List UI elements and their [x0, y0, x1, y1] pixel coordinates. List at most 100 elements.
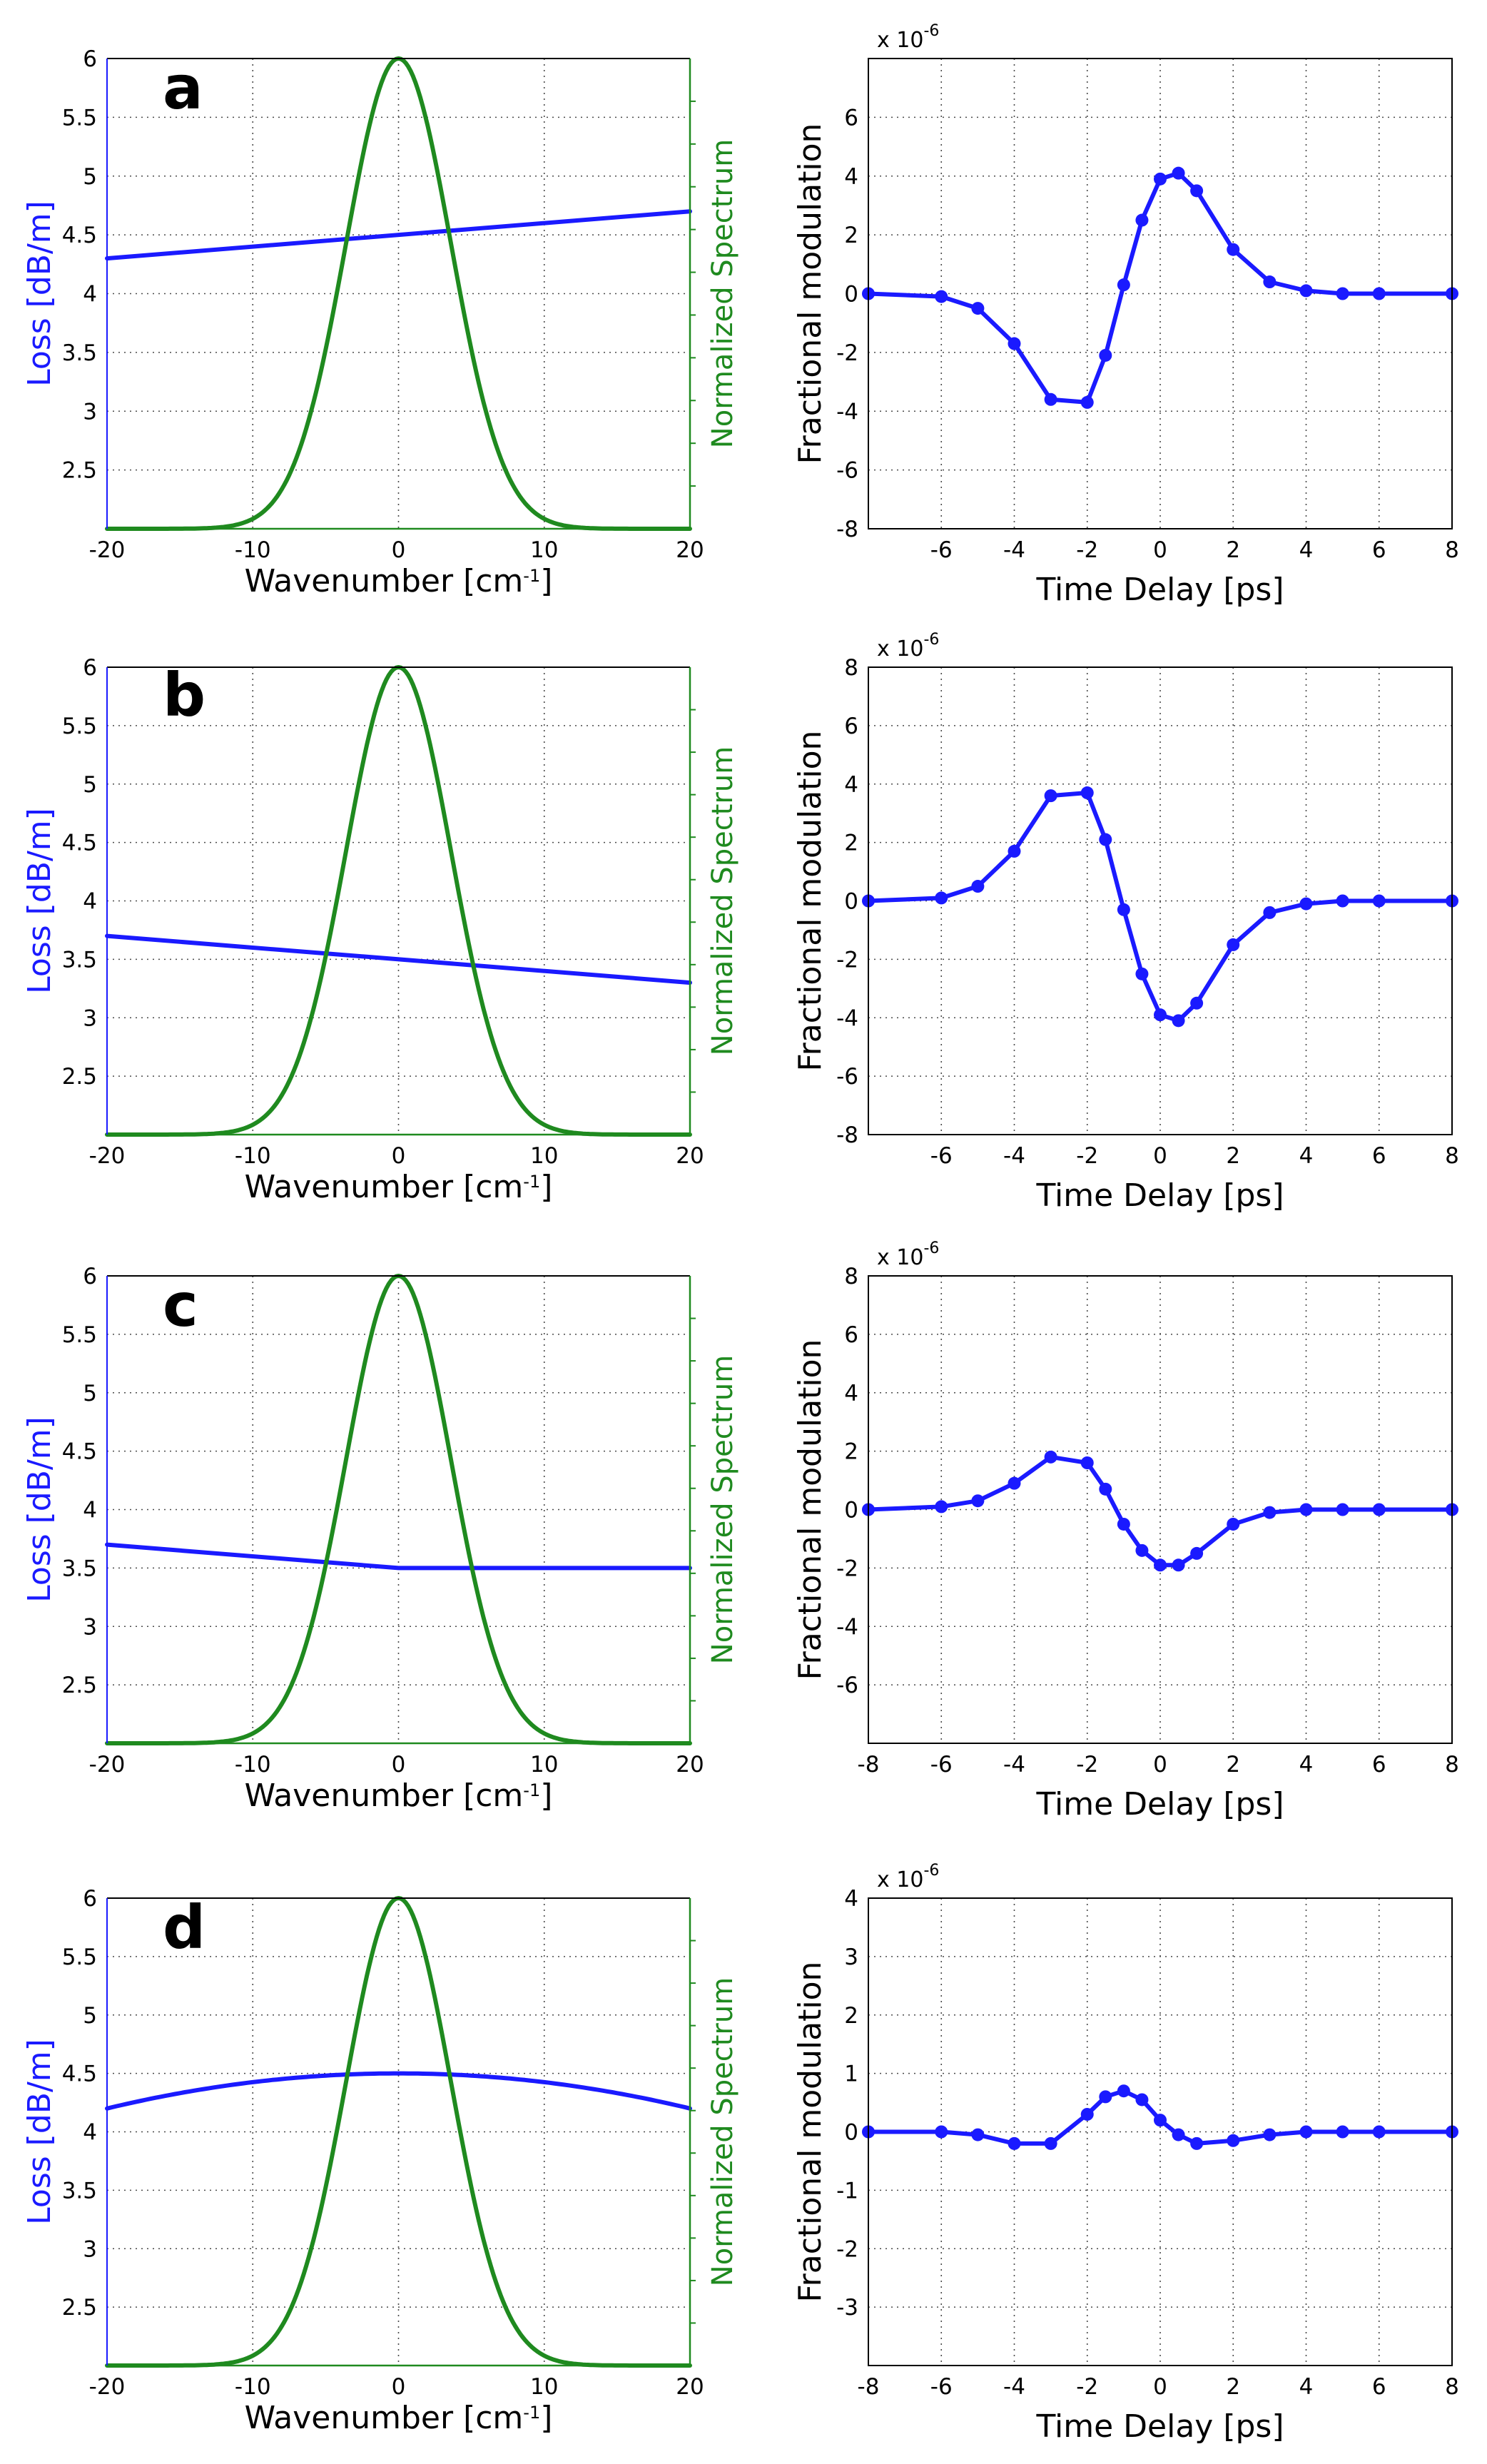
x-tick-label: 4: [1299, 1752, 1314, 1778]
data-point: [971, 880, 985, 893]
data-point: [1099, 1482, 1112, 1496]
y-tick-label: -2: [836, 1556, 858, 1581]
y-tick-label: 4: [83, 282, 97, 308]
y-axis-label: Fractional modulation: [792, 731, 828, 1072]
data-point: [1299, 2125, 1313, 2139]
data-point: [1172, 166, 1185, 180]
data-point: [1154, 172, 1167, 186]
y-tick-label: 4: [83, 1498, 97, 1523]
y2-axis-label: Normalized Spectrum: [706, 139, 739, 448]
y-tick-label: 0: [844, 1498, 858, 1523]
y-tick-label: 1: [844, 2062, 858, 2087]
x-tick-label: 0: [392, 537, 406, 563]
y-tick-label: 2: [844, 223, 858, 248]
x-tick-label: 20: [676, 1143, 704, 1169]
y-tick-label: 5.5: [62, 1322, 97, 1348]
x-tick-label: 2: [1226, 1752, 1240, 1778]
y-tick-label: 3: [83, 399, 97, 425]
chart-panel-d-spectrum: -20 -10 0 10 20 2.5 3 3.5 4 4.5 5 5.5 6 Wavenumber [c…: [21, 1886, 739, 2436]
data-point: [935, 290, 948, 303]
data-point: [1008, 844, 1021, 858]
exponent-label: x 10-6: [877, 1239, 939, 1270]
series-line-loss: [105, 1542, 692, 1571]
x-tick-label: 4: [1299, 537, 1314, 563]
x-axis-label: Time Delay [ps]: [1035, 2408, 1284, 2445]
x-tick-label: -2: [1076, 537, 1098, 563]
exponent-label: x 10-6: [877, 1862, 939, 1892]
y-tick-label: -2: [836, 947, 858, 973]
chart-panel-c-modulation: -8 -6 -4 -2 0 2 4 6 8 -6 -4 -2 0 2 4 6 8 Time Delay [ps] F…: [792, 1239, 1459, 1822]
data-point: [971, 302, 985, 315]
y2-axis-label: Normalized Spectrum: [706, 1355, 739, 1664]
x-tick-label: -4: [1003, 1143, 1025, 1169]
data-point: [1372, 287, 1386, 300]
y-axis-label: Loss [dB/m]: [21, 808, 58, 994]
x-tick-label: 6: [1372, 537, 1386, 563]
x-tick-label: 2: [1226, 1143, 1240, 1169]
y-tick-label: 6: [844, 105, 858, 131]
chart-panel-b-modulation: -6 -4 -2 0 2 4 6 8 -8 -6 -4 -2 0 2 4 6 8 Time Delay [ps] F…: [792, 631, 1459, 1214]
y-tick-label: 2.5: [62, 458, 97, 484]
x-tick-label: 6: [1372, 2374, 1386, 2400]
x-tick-label: 20: [676, 2374, 704, 2400]
y-tick-label: 0: [844, 2120, 858, 2146]
x-tick-label: 4: [1299, 2374, 1314, 2400]
data-point: [1263, 906, 1277, 919]
y-tick-label: 6: [83, 655, 97, 681]
y-tick-label: 4.5: [62, 1439, 97, 1465]
x-tick-label: 8: [1445, 1143, 1459, 1169]
data-point: [1135, 967, 1149, 980]
x-tick-label: -2: [1076, 2374, 1098, 2400]
x-tick-label: 0: [392, 2374, 406, 2400]
x-tick-label: -8: [858, 2374, 880, 2400]
x-tick-label: 10: [530, 1752, 558, 1778]
x-tick-label: 0: [392, 1752, 406, 1778]
x-tick-label: 10: [530, 1143, 558, 1169]
data-point: [935, 2125, 948, 2139]
x-tick-label: 20: [676, 537, 704, 563]
data-point: [1154, 2114, 1167, 2127]
data-point: [1008, 2136, 1021, 2150]
data-point: [1299, 1503, 1313, 1516]
y-tick-label: 4: [844, 1381, 858, 1406]
y-tick-label: 6: [844, 1322, 858, 1348]
data-point: [1099, 833, 1112, 846]
data-point: [1299, 897, 1313, 911]
x-axis-label: Time Delay [ps]: [1035, 572, 1284, 608]
y-tick-label: -3: [836, 2295, 858, 2321]
y-tick-label: 4.5: [62, 2062, 97, 2087]
data-point: [1099, 348, 1112, 362]
chart-panel-a-modulation: -6 -4 -2 0 2 4 6 8 -8 -6 -4 -2 0 2 4 6 Time Delay [ps] Fr…: [792, 22, 1459, 608]
data-point: [971, 2128, 985, 2141]
data-point: [1044, 789, 1057, 803]
y-tick-label: 4: [844, 772, 858, 798]
y-tick-label: -1: [836, 2178, 858, 2204]
data-point: [1154, 1558, 1167, 1572]
x-tick-label: 0: [392, 1143, 406, 1169]
x-tick-label: 10: [530, 2374, 558, 2400]
panel-letter-a: a: [163, 53, 203, 123]
data-point: [1044, 1450, 1057, 1464]
chart-panel-c-spectrum: -20 -10 0 10 20 2.5 3 3.5 4 4.5 5 5.5 6 Wavenumber [c…: [21, 1264, 739, 1814]
data-point: [1135, 213, 1149, 227]
y-tick-label: 3.5: [62, 2178, 97, 2204]
data-point: [971, 1494, 985, 1508]
y-tick-label: 3: [83, 1614, 97, 1640]
x-tick-label: 8: [1445, 2374, 1459, 2400]
x-tick-label: 6: [1372, 1752, 1386, 1778]
y-axis-label: Fractional modulation: [792, 1339, 828, 1680]
data-point: [1190, 2136, 1204, 2150]
y-tick-label: 5: [83, 164, 97, 190]
data-point: [1117, 1517, 1130, 1531]
data-point: [1172, 1558, 1185, 1572]
y-tick-label: 3: [83, 2236, 97, 2262]
y-tick-label: 3.5: [62, 947, 97, 973]
data-point: [1263, 2128, 1277, 2141]
data-point: [1227, 2134, 1240, 2147]
x-tick-label: -8: [858, 1752, 880, 1778]
y-tick-label: 5: [83, 2003, 97, 2029]
y-tick-label: 0: [844, 282, 858, 308]
exponent-label: x 10-6: [877, 22, 939, 53]
y-tick-label: 4.5: [62, 831, 97, 856]
